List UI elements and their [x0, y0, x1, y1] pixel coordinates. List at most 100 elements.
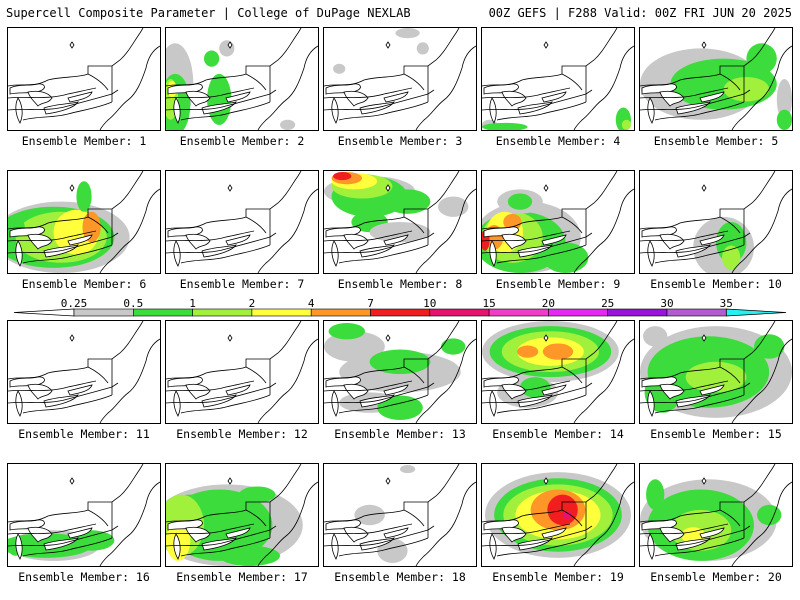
page-title: Supercell Composite Parameter | College … — [6, 6, 411, 20]
diamond-marker-icon — [385, 41, 391, 49]
ensemble-member-label: Ensemble Member: 1 — [21, 134, 147, 148]
state-border — [166, 525, 277, 547]
state-border — [22, 101, 113, 121]
lake-outline — [541, 91, 567, 103]
colorbar-segment — [73, 308, 134, 317]
lake-outline — [489, 390, 497, 417]
scp-map — [324, 171, 476, 273]
state-border — [640, 525, 751, 547]
state-border — [166, 171, 302, 230]
state-border — [8, 87, 97, 99]
state-border — [180, 394, 271, 414]
scp-map — [8, 171, 160, 273]
ensemble-member-label: Ensemble Member: 20 — [650, 570, 782, 584]
state-border — [245, 73, 267, 91]
scp-contour-fill — [542, 343, 574, 360]
lake-outline — [383, 234, 409, 246]
state-border — [403, 216, 425, 234]
lake-outline — [659, 526, 685, 543]
lake-outline — [67, 384, 93, 396]
ensemble-map-panel — [7, 320, 161, 424]
lake-outline — [699, 234, 725, 246]
colorbar-tick-label: 25 — [601, 297, 615, 310]
state-border — [640, 380, 729, 392]
state-border — [87, 216, 109, 234]
state-border — [99, 338, 160, 423]
scp-map — [482, 28, 634, 130]
state-border — [573, 481, 634, 566]
state-border — [166, 464, 302, 523]
lake-outline — [647, 240, 655, 267]
state-border — [166, 87, 255, 99]
lake-outline — [541, 234, 567, 246]
diamond-marker-icon — [543, 334, 549, 342]
ensemble-map-panel — [165, 27, 319, 131]
scp-contour-fill — [754, 334, 785, 359]
scp-contour-fill — [776, 79, 792, 120]
lake-outline — [15, 533, 23, 560]
lake-outline — [659, 90, 685, 107]
state-border — [257, 188, 318, 273]
state-border — [640, 523, 729, 535]
state-border — [8, 232, 119, 254]
lake-outline — [225, 91, 251, 103]
colorbar-arrow-right — [725, 308, 787, 317]
state-border — [99, 481, 160, 566]
state-border — [403, 73, 425, 91]
diamond-marker-icon — [385, 334, 391, 342]
scp-contour-fill — [542, 242, 589, 273]
state-border — [640, 232, 751, 254]
ensemble-map-panel — [165, 320, 319, 424]
ensemble-map-panel — [639, 27, 793, 131]
lake-outline — [501, 233, 527, 250]
state-border — [640, 89, 751, 111]
scp-contour-fill — [776, 109, 792, 130]
lake-outline — [489, 240, 497, 267]
ensemble-member-label: Ensemble Member: 5 — [653, 134, 779, 148]
scp-contour-fill — [438, 196, 469, 217]
state-border — [166, 230, 255, 242]
state-border — [8, 321, 144, 380]
scp-map — [482, 464, 634, 566]
colorbar-tick-label: 35 — [719, 297, 733, 310]
colorbar-segment — [192, 308, 253, 317]
colorbar-arrow-left — [13, 308, 75, 317]
scp-contour-fill — [204, 50, 220, 67]
scp-contour-fill — [324, 331, 385, 362]
state-border — [496, 101, 587, 121]
state-border — [324, 525, 435, 547]
state-border — [166, 89, 277, 111]
state-border — [403, 366, 425, 384]
lake-outline — [343, 90, 369, 107]
lake-outline — [225, 384, 251, 396]
state-border — [482, 89, 593, 111]
lake-outline — [343, 526, 369, 543]
state-border — [482, 230, 571, 242]
state-border — [166, 382, 277, 404]
scp-map — [324, 321, 476, 423]
ensemble-map-panel — [639, 170, 793, 274]
ensemble-map-panel — [481, 463, 635, 567]
lake-outline — [699, 384, 725, 396]
colorbar-tick-label: 4 — [307, 297, 315, 310]
state-border — [415, 188, 476, 273]
state-border — [324, 464, 460, 523]
scp-contour-fill — [562, 510, 572, 520]
state-border — [415, 481, 476, 566]
state-border — [324, 523, 413, 535]
state-border — [8, 230, 97, 242]
scp-map — [8, 464, 160, 566]
diamond-marker-icon — [227, 184, 233, 192]
colorbar-tick-label: 30 — [660, 297, 674, 310]
state-border — [8, 464, 144, 523]
scp-contour-fill — [219, 545, 280, 566]
state-border — [324, 380, 413, 392]
state-border — [496, 537, 587, 557]
colorbar-segment — [548, 308, 609, 317]
colorbar-segment — [251, 308, 312, 317]
colorbar-tick-label: 0.5 — [123, 297, 144, 310]
scp-map — [640, 321, 792, 423]
ensemble-map-panel — [7, 170, 161, 274]
scp-contour-fill — [369, 222, 431, 243]
lake-outline — [173, 533, 181, 560]
